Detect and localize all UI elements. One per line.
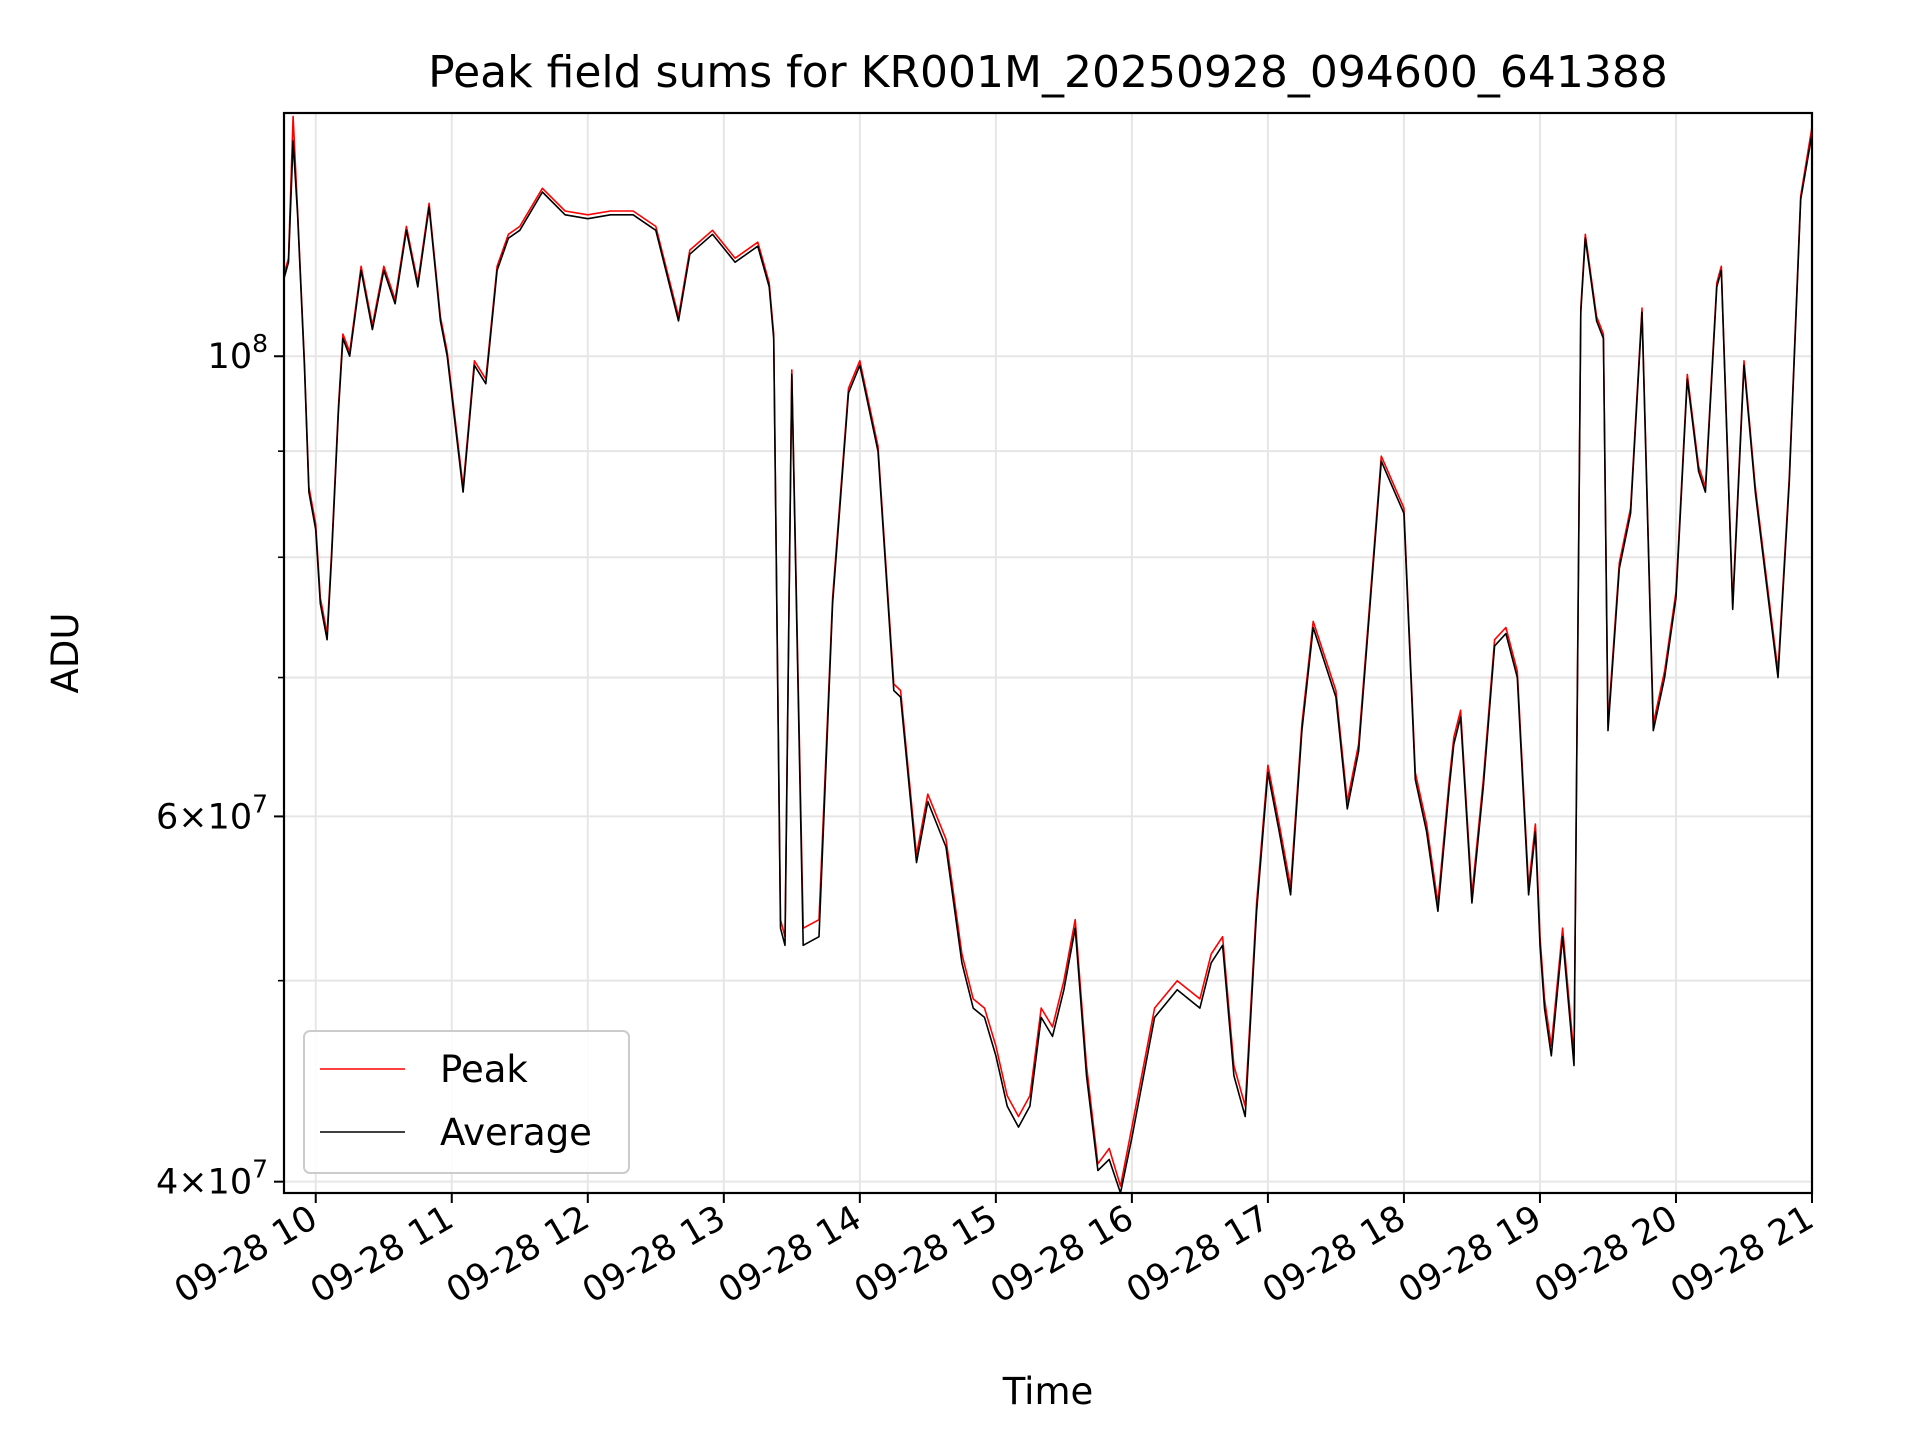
y-tick-label-base: 6×10 [156,797,252,837]
plot-area [284,113,1812,1193]
y-tick-label-base: 10 [208,337,253,377]
y-tick-label: 6×107 [156,789,268,837]
legend: Peak Average [303,1030,630,1174]
legend-average-label: Average [440,1111,592,1154]
y-tick-label-base: 4×10 [156,1163,252,1203]
legend-box [303,1030,630,1174]
x-axis-label: Time [1002,1370,1094,1413]
series-layer [283,115,1813,1194]
y-tick-label: 108 [208,329,268,377]
chart-title: Peak field sums for KR001M_20250928_0946… [428,47,1668,98]
legend-peak-label: Peak [440,1048,528,1091]
y-tick-label-exponent: 8 [252,329,268,358]
y-axis-label: ADU [44,613,87,694]
plot-frame [282,111,1814,1195]
y-tick-label-exponent: 7 [252,1155,268,1184]
y-tick-label-exponent: 7 [252,789,268,818]
average-series-line [283,133,1813,1194]
y-tick-label: 4×107 [156,1155,268,1203]
